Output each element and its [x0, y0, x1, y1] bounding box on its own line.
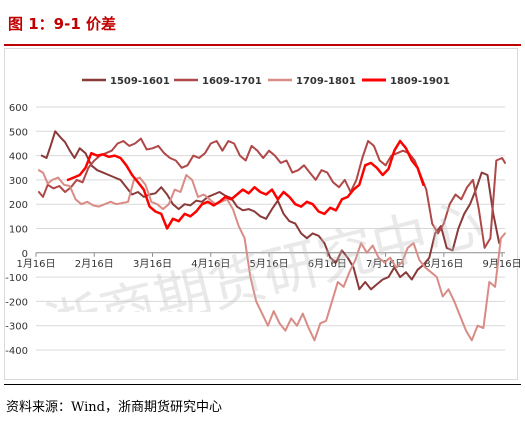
legend-label: 1609-1701: [202, 76, 262, 87]
series-line-1809-1901: [66, 139, 425, 230]
x-axis: 1月16日 2月16日 3月16日 4月16日 5月16日 6月16日 7月16日 8月16日…: [16, 252, 522, 270]
x-tick-label: 1月16日: [16, 258, 55, 270]
y-tick-label: 500: [9, 127, 28, 138]
x-tick-label: 4月16日: [191, 258, 230, 270]
y-axis-ticks: 600 500 400 300 200 100 0 -100 -200 -300 -400: [5, 103, 28, 357]
y-tick-label: 400: [9, 152, 28, 163]
series-line-1709-1801: [37, 169, 506, 342]
series-line-1609-1701: [37, 137, 506, 249]
x-tick-label: 8月16日: [424, 258, 463, 270]
y-tick-label: 300: [9, 176, 28, 187]
source-note: 资料来源：Wind，浙商期货研究中心: [6, 400, 222, 415]
source-rule: [4, 384, 521, 385]
legend-label: 1809-1901: [390, 76, 450, 87]
y-tick-label: 600: [9, 103, 28, 114]
watermark-text: 浙商期货研究中心: [39, 190, 489, 312]
watermark: 浙商期货研究中心: [39, 190, 489, 312]
legend-label: 1709-1801: [296, 76, 356, 87]
header-rule: [4, 44, 521, 46]
series-lines: [37, 130, 506, 342]
x-tick-label: 9月16日: [483, 258, 522, 270]
y-tick-label: -300: [5, 322, 28, 333]
x-tick-label: 3月16日: [133, 258, 172, 270]
y-tick-label: 100: [9, 225, 28, 236]
y-tick-label: -100: [5, 273, 28, 284]
x-tick-label: 2月16日: [75, 258, 114, 270]
x-tick-label: 5月16日: [249, 258, 288, 270]
legend-label: 1509-1601: [110, 76, 170, 87]
y-tick-label: -400: [5, 346, 28, 357]
y-tick-label: -200: [5, 297, 28, 308]
series-line-1509-1601: [40, 130, 501, 291]
legend: 1509-1601 1609-1701 1709-1801 1809-1901: [82, 76, 450, 87]
chart-frame: [4, 48, 518, 380]
figure-title: 图 1：9-1 价差: [8, 15, 116, 33]
y-tick-label: 200: [9, 200, 28, 211]
figure-header: 图 1：9-1 价差: [0, 0, 525, 46]
y-tick-label: 0: [22, 249, 28, 260]
